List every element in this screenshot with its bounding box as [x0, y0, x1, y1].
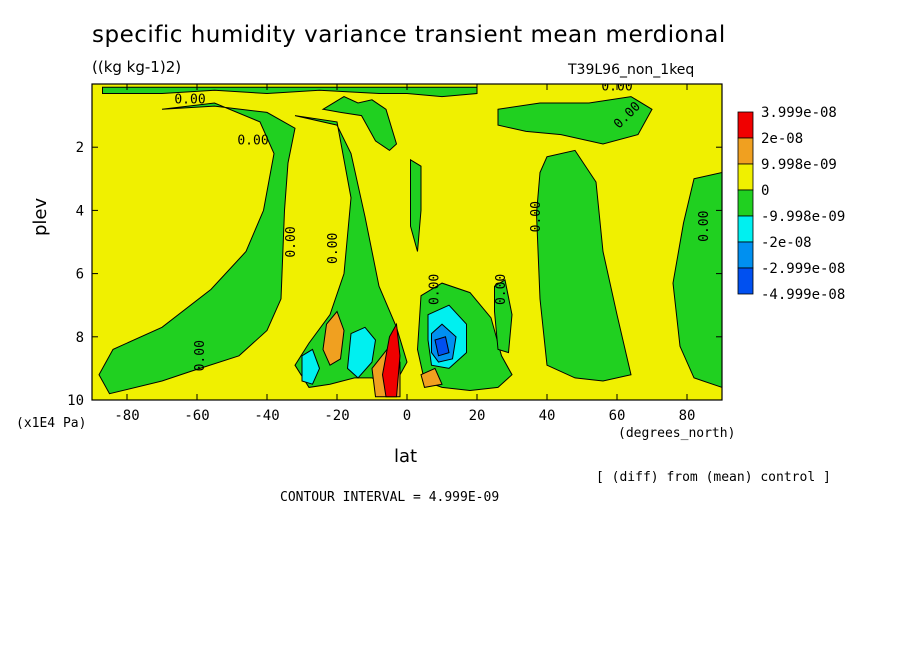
contour-zero-label: 0.00: [697, 211, 712, 242]
contour-zero-label: 0.00: [237, 133, 268, 148]
legend-swatch: [737, 241, 754, 269]
contour-region-cyan-14: [301, 348, 321, 385]
x-axis-label: lat: [394, 446, 418, 467]
y-axis: 2 4 6 8 10: [67, 140, 722, 409]
contour-region-green-0: [102, 86, 478, 98]
contour-zero-label: 0.00: [529, 201, 544, 232]
contour-zero-label: 0.00: [494, 274, 509, 305]
x-tick-label: 40: [539, 408, 556, 424]
contour-zero-label: 0.00: [174, 92, 205, 107]
contour-region-green-7: [497, 96, 653, 145]
x-axis: -80 -60 -40 -20 0 20 40 60 80: [114, 84, 695, 424]
contour-zero-label: 0.00: [193, 340, 208, 371]
legend-swatch: [737, 111, 754, 139]
legend-swatch: [737, 189, 754, 217]
contour-zero-label: 0.00: [428, 274, 443, 305]
legend-swatch: [737, 137, 754, 165]
contour-region-green-6: [494, 279, 513, 354]
contour-interval: CONTOUR INTERVAL = 4.999E-09: [280, 490, 500, 505]
x-tick-label: -80: [114, 408, 139, 424]
run-label: T39L96_non_1keq: [568, 62, 695, 78]
contour-region-green-9: [672, 171, 722, 388]
legend-label: -9.998e-09: [761, 209, 845, 225]
contour-region-green-1: [98, 102, 296, 395]
color-legend: 3.999e-08 2e-08 9.998e-09 0 -9.998e-09 -2e-08…: [737, 105, 845, 303]
contour-region-blue-18: [434, 336, 450, 357]
x-tick-label: 60: [609, 408, 626, 424]
y-tick-label: 6: [76, 267, 84, 283]
y-axis-units: (x1E4 Pa): [16, 416, 87, 431]
x-tick-label: -20: [324, 408, 349, 424]
legend-label: -2e-08: [761, 235, 812, 251]
chart-title: specific humidity variance transient mea…: [92, 22, 726, 48]
y-tick-label: 10: [67, 393, 84, 409]
contour-zero-label: 0.00: [284, 226, 299, 257]
units-label: ((kg kg-1)2): [92, 58, 182, 76]
legend-label: -2.999e-08: [761, 261, 845, 277]
contour-zero-label: 0.00: [326, 233, 341, 264]
diff-note: [ (diff) from (mean) control ]: [596, 470, 831, 485]
contour-region-orange-10: [322, 310, 345, 366]
x-tick-label: -60: [184, 408, 209, 424]
contour-region-green-3: [321, 96, 398, 152]
legend-swatch: [737, 163, 754, 191]
legend-label: 2e-08: [761, 131, 803, 147]
contour-region-green-8: [535, 149, 632, 382]
legend-label: 9.998e-09: [761, 157, 837, 173]
legend-label: 3.999e-08: [761, 105, 837, 121]
x-tick-label: 0: [403, 408, 411, 424]
y-tick-label: 8: [76, 330, 84, 346]
contour-region-cyan-15: [346, 326, 377, 379]
legend-swatch: [737, 215, 754, 243]
contour-regions: [98, 86, 722, 398]
x-axis-units: (degrees_north): [618, 426, 736, 441]
x-tick-label: 20: [469, 408, 486, 424]
contour-region-orange-12: [420, 367, 443, 388]
y-axis-label: plev: [30, 197, 51, 236]
x-tick-label: -40: [254, 408, 279, 424]
contour-region-green-2: [294, 115, 408, 389]
legend-label: 0: [761, 183, 769, 199]
contour-region-green-4: [410, 158, 422, 252]
contour-region-red-13: [381, 322, 401, 398]
y-tick-label: 4: [76, 203, 84, 219]
y-tick-label: 2: [76, 140, 84, 156]
x-tick-label: 80: [679, 408, 696, 424]
legend-swatch: [737, 267, 754, 295]
legend-label: -4.999e-08: [761, 287, 845, 303]
